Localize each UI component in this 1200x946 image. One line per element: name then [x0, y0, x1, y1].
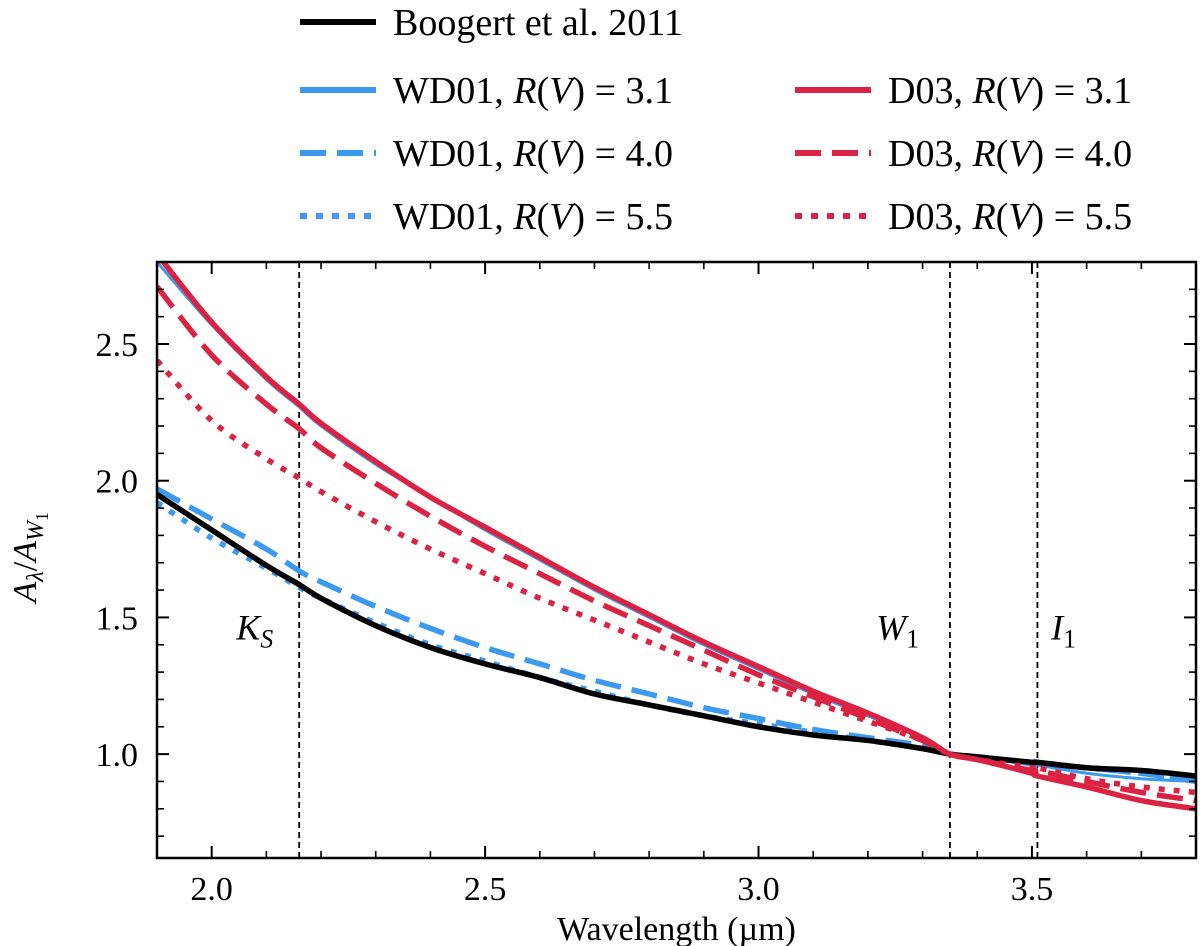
- plot-area: KS W1 I1: [157, 262, 1196, 858]
- legend-label-4: D03, R(V) = 3.1: [888, 70, 1132, 112]
- legend-label-1: WD01, R(V) = 3.1: [393, 70, 673, 112]
- legend-label-6: D03, R(V) = 5.5: [888, 196, 1132, 238]
- series-line-4: [159, 262, 1196, 812]
- band-label-2: I1: [1050, 607, 1076, 653]
- band-label-1: W1: [876, 607, 919, 653]
- series-line-5: [157, 284, 1196, 804]
- x-tick-label-1: 2.5: [464, 871, 507, 908]
- legend-label-0: Boogert et al. 2011: [393, 2, 683, 44]
- legend-label-3: WD01, R(V) = 5.5: [393, 196, 673, 238]
- series-line-6: [157, 358, 1196, 796]
- band-label-0: KS: [235, 607, 273, 653]
- axes: 2.0 2.5 3.0 3.5 1.0 1.5 2.0 2.5 Wavelength (µm) A…: [7, 260, 1198, 946]
- x-tick-label-2: 3.0: [737, 871, 780, 908]
- y-tick-label-1: 1.5: [96, 600, 139, 637]
- y-tick-label-3: 2.5: [96, 327, 139, 364]
- y-tick-label-0: 1.0: [96, 737, 139, 774]
- y-axis-title: Aλ/AW1: [7, 512, 52, 604]
- x-tick-label-3: 3.5: [1011, 871, 1054, 908]
- x-tick-label-0: 2.0: [190, 871, 233, 908]
- legend-label-5: D03, R(V) = 4.0: [888, 133, 1132, 175]
- legend: Boogert et al. 2011 WD01, R(V) = 3.1 D03, …: [300, 2, 1132, 238]
- legend-label-2: WD01, R(V) = 4.0: [393, 133, 673, 175]
- y-tick-label-2: 2.0: [96, 464, 139, 501]
- series-line-0: [157, 492, 1196, 779]
- plot-frame: [155, 260, 1198, 860]
- x-axis-title: Wavelength (µm): [557, 911, 796, 946]
